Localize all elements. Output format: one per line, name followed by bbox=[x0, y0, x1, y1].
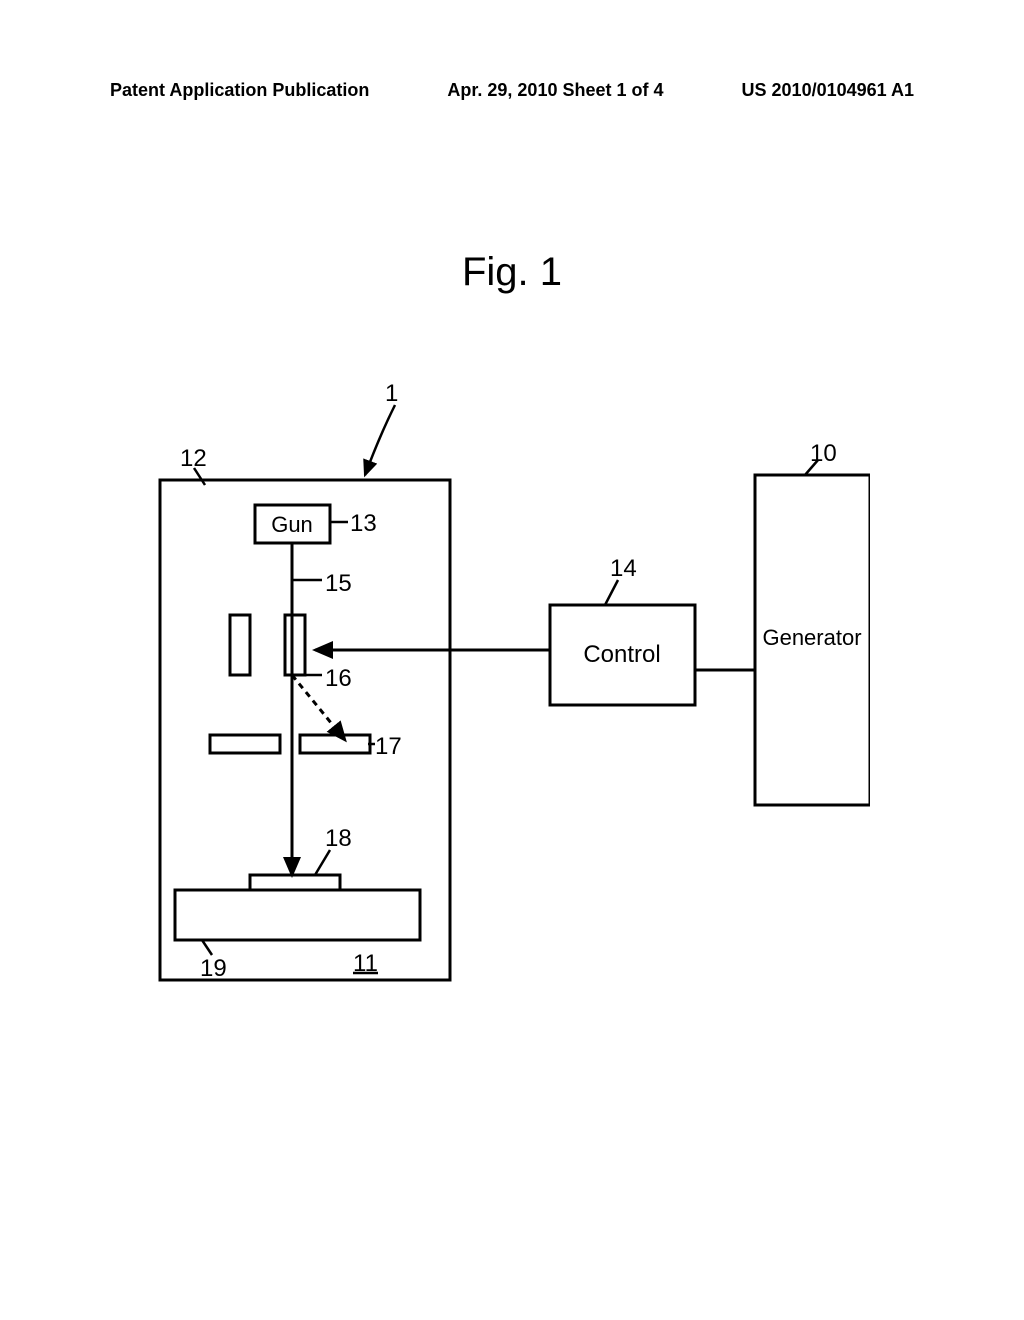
label-13: 13 bbox=[350, 510, 377, 538]
label-14: 14 bbox=[610, 555, 637, 583]
header-right-text: US 2010/0104961 A1 bbox=[742, 80, 914, 101]
label-18: 18 bbox=[325, 825, 352, 853]
diagram: Gun Control Generator bbox=[150, 380, 870, 1000]
page-header: Patent Application Publication Apr. 29, … bbox=[0, 80, 1024, 101]
label-10: 10 bbox=[810, 440, 837, 468]
header-left-text: Patent Application Publication bbox=[110, 80, 369, 101]
label-1: 1 bbox=[385, 380, 398, 408]
gun-label: Gun bbox=[271, 512, 313, 537]
label-19: 19 bbox=[200, 955, 227, 983]
control-label: Control bbox=[583, 641, 660, 668]
label-15: 15 bbox=[325, 570, 352, 598]
figure-title: Fig. 1 bbox=[462, 250, 562, 295]
label-17: 17 bbox=[375, 733, 402, 761]
header-center-text: Apr. 29, 2010 Sheet 1 of 4 bbox=[447, 80, 663, 101]
generator-label: Generator bbox=[762, 625, 861, 650]
diagram-svg: Gun Control Generator bbox=[150, 380, 870, 1000]
label-16: 16 bbox=[325, 665, 352, 693]
label-12: 12 bbox=[180, 445, 207, 473]
label-11: 11 bbox=[353, 950, 378, 978]
